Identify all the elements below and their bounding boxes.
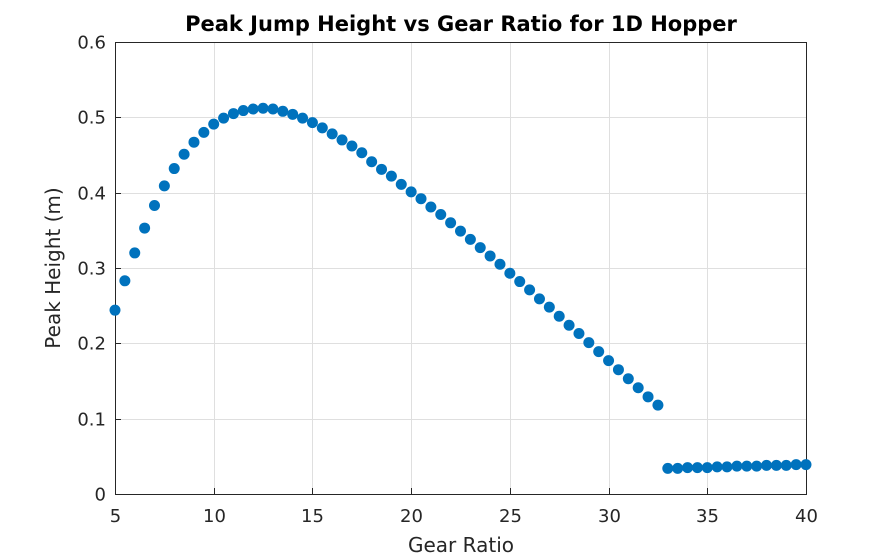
data-point bbox=[425, 201, 437, 213]
data-point bbox=[682, 462, 694, 474]
data-point bbox=[297, 112, 309, 124]
y-tick-label: 0.3 bbox=[77, 259, 106, 280]
y-axis-label: Peak Height (m) bbox=[41, 187, 65, 348]
data-point bbox=[119, 275, 131, 287]
x-tick-label: 15 bbox=[301, 506, 324, 527]
data-point bbox=[366, 156, 378, 168]
data-point bbox=[593, 346, 605, 358]
data-point bbox=[662, 462, 674, 474]
data-point bbox=[711, 461, 723, 473]
data-point bbox=[573, 328, 585, 340]
data-point bbox=[277, 105, 289, 117]
data-point bbox=[455, 225, 466, 237]
data-point bbox=[208, 118, 220, 130]
data-point bbox=[257, 102, 269, 114]
data-point bbox=[178, 148, 190, 160]
x-tick-label: 30 bbox=[598, 506, 621, 527]
y-tick-label: 0.6 bbox=[77, 33, 106, 54]
x-tick-label: 10 bbox=[203, 506, 226, 527]
data-point bbox=[514, 276, 526, 288]
y-tick-label: 0.4 bbox=[77, 184, 106, 205]
data-point bbox=[346, 140, 358, 152]
x-tick-label: 5 bbox=[110, 506, 121, 527]
data-point bbox=[218, 112, 230, 124]
data-point bbox=[109, 304, 121, 316]
data-point bbox=[326, 128, 338, 140]
data-point bbox=[770, 459, 782, 471]
data-point bbox=[701, 462, 713, 474]
data-point bbox=[484, 250, 496, 262]
data-point bbox=[356, 147, 368, 159]
data-point bbox=[227, 108, 239, 120]
data-point bbox=[583, 337, 595, 349]
data-point bbox=[336, 134, 348, 146]
data-point bbox=[376, 163, 388, 175]
data-point bbox=[287, 108, 299, 120]
y-tick-label: 0.2 bbox=[77, 334, 106, 355]
x-tick-label: 40 bbox=[795, 506, 818, 527]
data-point bbox=[148, 199, 160, 211]
data-point bbox=[445, 217, 457, 229]
data-point bbox=[385, 170, 397, 182]
data-point bbox=[415, 193, 427, 205]
x-axis-label: Gear Ratio bbox=[408, 533, 514, 557]
data-point bbox=[267, 103, 279, 115]
data-point bbox=[494, 258, 506, 270]
data-point bbox=[563, 319, 575, 331]
data-point bbox=[474, 242, 486, 254]
y-tick-label: 0.5 bbox=[77, 108, 106, 129]
data-point bbox=[780, 459, 792, 471]
data-point bbox=[642, 391, 654, 403]
y-axis: 0 0.1 0.2 0.3 0.4 0.5 0.6 bbox=[77, 33, 121, 506]
data-point bbox=[237, 105, 249, 117]
data-point bbox=[435, 209, 447, 221]
data-point bbox=[731, 460, 743, 472]
data-point bbox=[198, 126, 210, 138]
data-point bbox=[188, 136, 200, 148]
chart-title: Peak Jump Height vs Gear Ratio for 1D Ho… bbox=[185, 12, 737, 36]
data-point bbox=[721, 461, 733, 473]
data-point bbox=[751, 460, 763, 472]
data-point bbox=[504, 267, 516, 279]
data-point bbox=[464, 233, 476, 245]
x-tick-label: 35 bbox=[696, 506, 719, 527]
data-point bbox=[306, 117, 318, 129]
data-point bbox=[741, 460, 753, 472]
data-point bbox=[168, 163, 180, 175]
data-point bbox=[691, 462, 703, 474]
x-tick-label: 20 bbox=[400, 506, 423, 527]
data-point bbox=[612, 364, 624, 376]
data-point bbox=[316, 122, 328, 134]
grid bbox=[115, 42, 806, 494]
data-point bbox=[543, 301, 555, 313]
data-point bbox=[247, 103, 259, 115]
data-point bbox=[533, 293, 545, 305]
data-point bbox=[158, 180, 170, 192]
data-point bbox=[800, 459, 812, 471]
data-point bbox=[524, 284, 536, 296]
data-point bbox=[652, 399, 664, 411]
data-point bbox=[405, 186, 417, 198]
data-point bbox=[139, 222, 151, 234]
data-point bbox=[622, 373, 634, 385]
data-point bbox=[553, 310, 565, 322]
data-point bbox=[632, 382, 644, 394]
data-point bbox=[395, 178, 407, 190]
data-point bbox=[790, 459, 802, 471]
y-tick-label: 0.1 bbox=[77, 410, 106, 431]
data-point bbox=[672, 462, 684, 474]
x-tick-label: 25 bbox=[499, 506, 522, 527]
data-point bbox=[603, 355, 615, 367]
data-points bbox=[109, 102, 812, 474]
x-axis: 5 10 15 20 25 30 35 40 bbox=[110, 488, 818, 527]
data-point bbox=[761, 459, 773, 471]
data-point bbox=[129, 247, 141, 259]
y-tick-label: 0 bbox=[95, 485, 106, 506]
